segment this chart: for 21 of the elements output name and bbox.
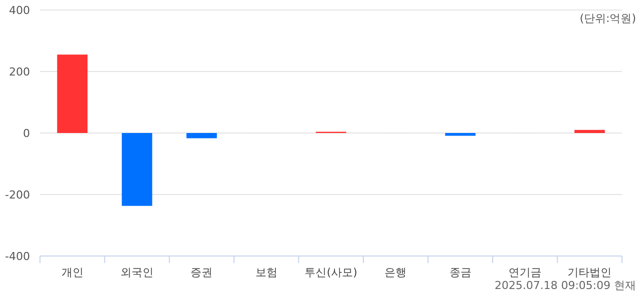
bar: [122, 133, 152, 206]
x-tick-label: 투신(사모): [304, 266, 358, 279]
y-tick-label: -400: [5, 250, 30, 263]
bar: [57, 54, 88, 133]
x-tick-label: 종금: [449, 266, 472, 279]
bar: [445, 133, 476, 136]
y-tick-label: 200: [9, 66, 30, 78]
x-tick-label: 증권: [190, 266, 213, 279]
y-tick-label: 0: [23, 127, 30, 140]
x-tick-label: 기타법인: [568, 266, 612, 279]
bar: [574, 130, 605, 133]
x-tick-label: 개인: [61, 266, 84, 279]
text: 2025.07.18 09:05:09 현재: [494, 279, 636, 292]
x-tick-label: 보험: [255, 266, 278, 279]
x-tick-label: 연기금: [508, 266, 542, 279]
x-tick-label: 외국인: [120, 266, 154, 279]
bar: [186, 133, 217, 138]
y-tick-label: -200: [5, 188, 30, 202]
y-tick-label: 400: [9, 4, 30, 17]
x-tick-label: 은행: [384, 266, 407, 279]
annotation: (단위:억원): [580, 12, 636, 25]
